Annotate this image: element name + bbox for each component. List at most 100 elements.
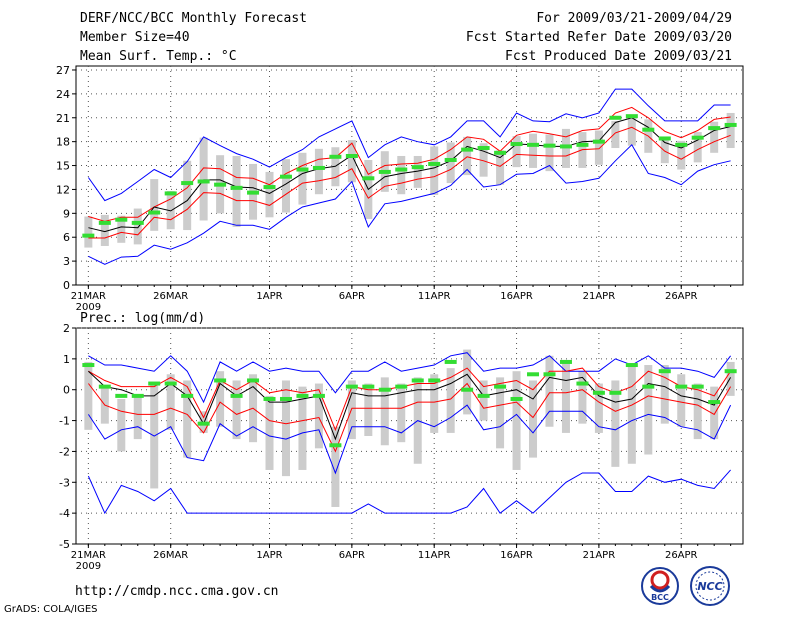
x-tick-label: 11APR [418,550,451,561]
spread-box [627,116,636,146]
y-tick-label: 18 [56,136,70,149]
x-tick-label: 1APR [256,291,282,302]
plot-frame-prec [75,327,744,545]
observed-marker [642,127,655,132]
observed-marker [263,396,276,401]
observed-marker [592,139,605,144]
ncc-logo-text: NCC [697,580,722,593]
chart-title: DERF/NCC/BCC Monthly Forecast [80,11,307,26]
spread-box [133,395,142,440]
spread-box [166,374,175,430]
spread-box [710,386,719,440]
observed-marker [461,147,474,152]
series-lower-line [88,382,732,453]
observed-marker [247,190,260,195]
y-tick-label: -5 [59,538,70,551]
observed-marker [576,142,589,147]
spread-box [578,371,587,424]
y-tick-label: 1 [63,353,70,366]
spread-box [710,121,719,153]
plot-frame-temp [75,65,744,286]
spread-box [611,380,620,467]
spread-box [84,216,93,248]
spread-box [660,136,669,164]
observed-marker [625,363,638,368]
observed-marker [230,185,243,190]
observed-marker [164,191,177,196]
start-date-label: Fcst Started Refer Date 2009/03/20 [465,30,732,45]
spread-box [380,377,389,446]
spread-box [594,130,603,165]
observed-marker [510,396,523,401]
spread-box [314,383,323,449]
spread-box [166,191,175,230]
series-upper-line [88,106,731,222]
spread-box [298,386,307,470]
observed-marker [378,169,391,174]
x-tick-label: 21MAR [71,550,106,561]
series-extreme-min-line [87,469,731,515]
observed-marker [576,381,589,386]
source-url[interactable]: http://cmdp.ncc.cma.gov.cn [75,584,279,599]
x-year-label: 2009 [76,561,101,572]
x-tick-label: 6APR [339,550,365,561]
spread-box [413,155,422,188]
spread-box [364,383,373,436]
spread-box [496,377,505,449]
spread-box [265,395,274,470]
x-tick-label: 1APR [256,550,282,561]
y-tick-label: 0 [63,384,70,397]
spread-box [479,143,488,177]
spread-box [545,355,554,427]
spread-box [84,361,93,430]
spread-box [298,152,307,205]
observed-marker [411,378,424,383]
observed-marker [477,146,490,151]
observed-marker [494,150,507,155]
series-mean-line [88,117,731,233]
observed-marker [148,210,161,215]
spread-box [347,380,356,440]
observed-marker [543,143,556,148]
observed-marker [724,122,737,127]
spread-box [397,383,406,443]
spread-box [512,136,521,168]
series-upper-line [88,367,732,432]
spread-box [726,361,735,396]
observed-marker [609,390,622,395]
y-tick-label: 27 [56,64,70,77]
spread-box [117,215,126,243]
series-lower-line [88,126,731,239]
observed-marker [181,181,194,186]
spread-box [100,214,109,246]
observed-marker [362,384,375,389]
spread-box [430,146,439,196]
observed-marker [148,381,161,386]
spread-box [627,365,636,464]
observed-marker [98,220,111,225]
spread-box [331,426,340,507]
observed-marker [197,179,210,184]
spread-box [594,383,603,433]
observed-marker [411,165,424,170]
x-tick-label: 16APR [500,550,533,561]
spread-box [314,148,323,195]
bcc-logo-text: BCC [651,593,669,602]
observed-marker [691,135,704,140]
spread-box [529,133,538,168]
observed-marker [345,384,358,389]
observed-marker [691,384,704,389]
observed-marker [609,115,622,120]
institution-logos: BCC NCC [641,566,730,606]
spread-box [199,137,208,221]
observed-marker [247,378,260,383]
observed-marker [477,393,490,398]
observed-marker [312,393,325,398]
observed-marker [263,185,276,190]
y-tick-label: 6 [63,231,70,244]
spread-box [281,380,290,477]
observed-marker [345,153,358,158]
x-tick-label: 6APR [339,291,365,302]
y-tick-label: 2 [63,322,70,335]
